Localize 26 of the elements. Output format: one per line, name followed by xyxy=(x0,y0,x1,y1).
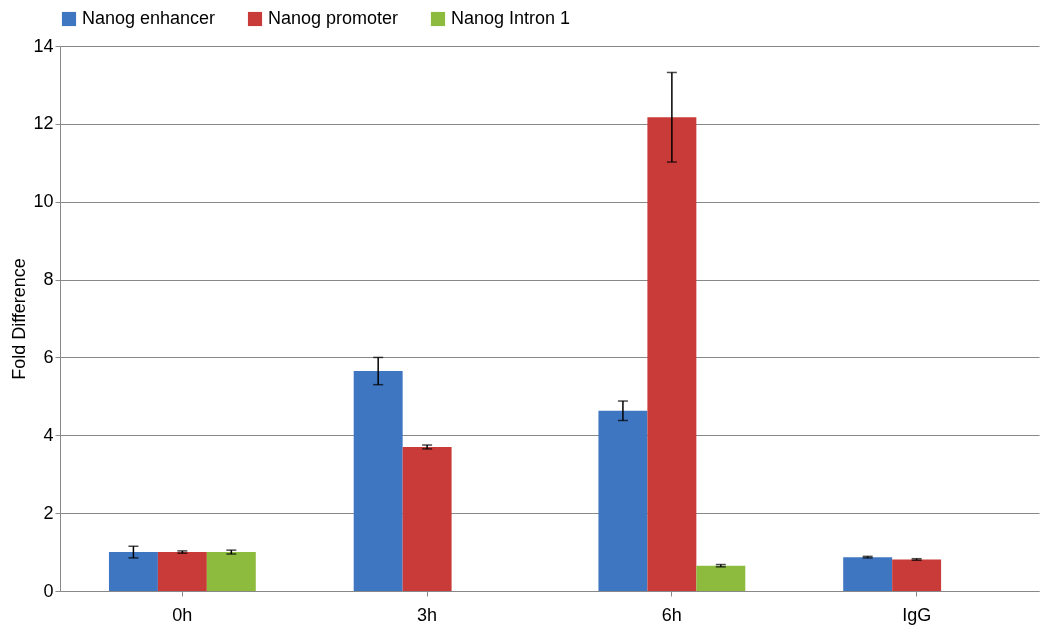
legend-label: Nanog enhancer xyxy=(82,8,216,28)
y-axis-title: Fold Difference xyxy=(9,258,30,380)
bar xyxy=(647,117,697,591)
x-tick-label: IgG xyxy=(902,604,932,625)
y-tick-label: 0 xyxy=(43,580,54,601)
bar xyxy=(843,557,893,591)
bar xyxy=(696,565,746,591)
y-tick-label: 6 xyxy=(43,346,54,367)
y-tick-label: 2 xyxy=(43,502,54,523)
y-tick-label: 12 xyxy=(33,113,54,134)
x-tick-label: 0h xyxy=(172,604,193,625)
x-tick-label: 3h xyxy=(417,604,438,625)
bar xyxy=(598,410,648,591)
legend-label: Nanog promoter xyxy=(268,8,399,28)
bar xyxy=(206,552,256,591)
y-tick-label: 8 xyxy=(43,269,54,290)
y-tick-label: 4 xyxy=(43,424,54,445)
bar xyxy=(402,446,452,591)
bar xyxy=(108,552,158,591)
legend-label: Nanog Intron 1 xyxy=(451,8,571,28)
bar xyxy=(892,559,942,591)
x-tick-label: 6h xyxy=(661,604,682,625)
y-tick-label: 10 xyxy=(33,191,54,212)
y-tick-label: 14 xyxy=(33,35,54,56)
bar xyxy=(353,371,403,591)
bar xyxy=(157,552,207,591)
